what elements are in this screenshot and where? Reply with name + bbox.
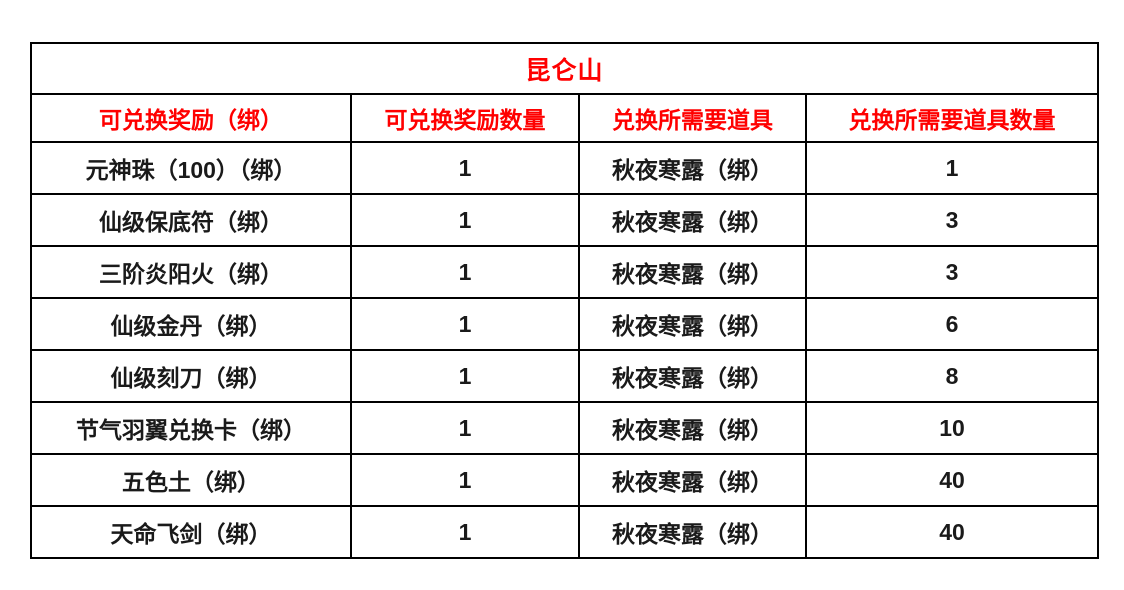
column-header-required-item: 兑换所需要道具 <box>578 93 807 143</box>
table-row: 五色土（绑） 1 秋夜寒露（绑） 40 <box>30 453 1100 507</box>
table-cell: 1 <box>350 349 580 403</box>
table-cell: 1 <box>350 193 580 247</box>
table-row: 天命飞剑（绑） 1 秋夜寒露（绑） 40 <box>30 505 1100 559</box>
table-cell: 秋夜寒露（绑） <box>578 401 807 455</box>
table-cell: 40 <box>804 453 1100 507</box>
table-row: 仙级刻刀（绑） 1 秋夜寒露（绑） 8 <box>30 349 1100 403</box>
table-cell: 元神珠（100）（绑） <box>30 141 352 195</box>
table-cell: 秋夜寒露（绑） <box>578 505 807 559</box>
table-cell: 秋夜寒露（绑） <box>578 453 807 507</box>
table-cell: 10 <box>804 401 1100 455</box>
table-cell: 1 <box>350 141 580 195</box>
table-cell: 1 <box>350 453 580 507</box>
column-header-reward: 可兑换奖励（绑） <box>30 93 352 143</box>
table-cell: 仙级刻刀（绑） <box>30 349 352 403</box>
table-title-row: 昆仑山 <box>29 42 1100 95</box>
table-cell: 仙级保底符（绑） <box>30 193 352 247</box>
table-title: 昆仑山 <box>29 42 1100 95</box>
table-cell: 8 <box>804 349 1100 403</box>
table-cell: 节气羽翼兑换卡（绑） <box>30 401 352 455</box>
table-row: 仙级保底符（绑） 1 秋夜寒露（绑） 3 <box>30 193 1100 247</box>
table-cell: 3 <box>804 245 1100 299</box>
table-cell: 1 <box>350 505 580 559</box>
table-cell: 秋夜寒露（绑） <box>578 349 807 403</box>
table-cell: 1 <box>350 401 580 455</box>
table-row: 仙级金丹（绑） 1 秋夜寒露（绑） 6 <box>30 297 1100 351</box>
table-cell: 3 <box>804 193 1100 247</box>
table-cell: 1 <box>804 141 1100 195</box>
table-cell: 天命飞剑（绑） <box>30 505 352 559</box>
table-cell: 秋夜寒露（绑） <box>578 141 807 195</box>
exchange-table: 昆仑山 可兑换奖励（绑） 可兑换奖励数量 兑换所需要道具 兑换所需要道具数量 元… <box>29 42 1100 559</box>
table-cell: 1 <box>350 297 580 351</box>
table-row: 元神珠（100）（绑） 1 秋夜寒露（绑） 1 <box>30 141 1100 195</box>
table-cell: 五色土（绑） <box>30 453 352 507</box>
table-cell: 6 <box>804 297 1100 351</box>
table-body: 元神珠（100）（绑） 1 秋夜寒露（绑） 1 仙级保底符（绑） 1 秋夜寒露（绑） 3 三阶炎… <box>30 141 1100 559</box>
table-row: 三阶炎阳火（绑） 1 秋夜寒露（绑） 3 <box>30 245 1100 299</box>
table-cell: 三阶炎阳火（绑） <box>30 245 352 299</box>
column-header-reward-quantity: 可兑换奖励数量 <box>350 93 580 143</box>
table-cell: 秋夜寒露（绑） <box>578 297 807 351</box>
table-cell: 秋夜寒露（绑） <box>578 193 807 247</box>
table-cell: 秋夜寒露（绑） <box>578 245 807 299</box>
table-header-row: 可兑换奖励（绑） 可兑换奖励数量 兑换所需要道具 兑换所需要道具数量 <box>30 93 1100 143</box>
table-cell: 1 <box>350 245 580 299</box>
column-header-required-item-quantity: 兑换所需要道具数量 <box>804 93 1100 143</box>
table-cell: 40 <box>804 505 1100 559</box>
table-row: 节气羽翼兑换卡（绑） 1 秋夜寒露（绑） 10 <box>30 401 1100 455</box>
table-cell: 仙级金丹（绑） <box>30 297 352 351</box>
